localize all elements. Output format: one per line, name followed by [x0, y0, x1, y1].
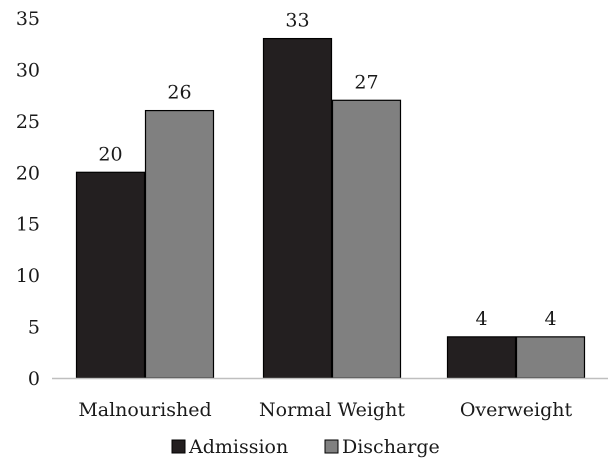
bar-admission-overweight — [446, 336, 517, 379]
y-tick-label: 35 — [16, 8, 40, 30]
bar-discharge-normal-weight — [331, 99, 402, 379]
data-label: 26 — [167, 82, 191, 104]
category-label: Malnourished — [78, 399, 211, 421]
y-tick-label: 20 — [16, 162, 40, 184]
bar-discharge-overweight — [515, 336, 586, 379]
bar-admission-malnourished — [75, 171, 146, 379]
y-tick-label: 10 — [16, 265, 40, 287]
legend-label-admission: Admission — [188, 436, 288, 458]
bar-admission-normal-weight — [262, 37, 333, 379]
category-labels: Malnourished Normal Weight Overweight — [78, 399, 572, 421]
y-tick-label: 0 — [28, 368, 40, 390]
y-tick-label: 15 — [16, 214, 40, 236]
y-tick-label: 30 — [16, 59, 40, 81]
legend-label-discharge: Discharge — [342, 436, 440, 458]
bar-discharge-malnourished — [144, 109, 215, 379]
data-label: 27 — [354, 71, 378, 93]
data-label: 20 — [98, 143, 122, 165]
y-axis-ticks: 0 5 10 15 20 25 30 35 — [16, 8, 40, 390]
y-tick-label: 25 — [16, 111, 40, 133]
legend: Admission Discharge — [171, 436, 440, 458]
bars — [75, 37, 586, 379]
y-tick-label: 5 — [28, 317, 40, 339]
data-label: 4 — [475, 308, 487, 330]
data-label: 33 — [285, 10, 309, 32]
data-label: 4 — [544, 308, 556, 330]
data-labels: 20 26 33 27 4 4 — [98, 10, 556, 330]
legend-swatch-admission — [171, 439, 186, 454]
category-label: Overweight — [460, 399, 573, 421]
category-label: Normal Weight — [259, 399, 405, 421]
legend-swatch-discharge — [324, 439, 339, 454]
